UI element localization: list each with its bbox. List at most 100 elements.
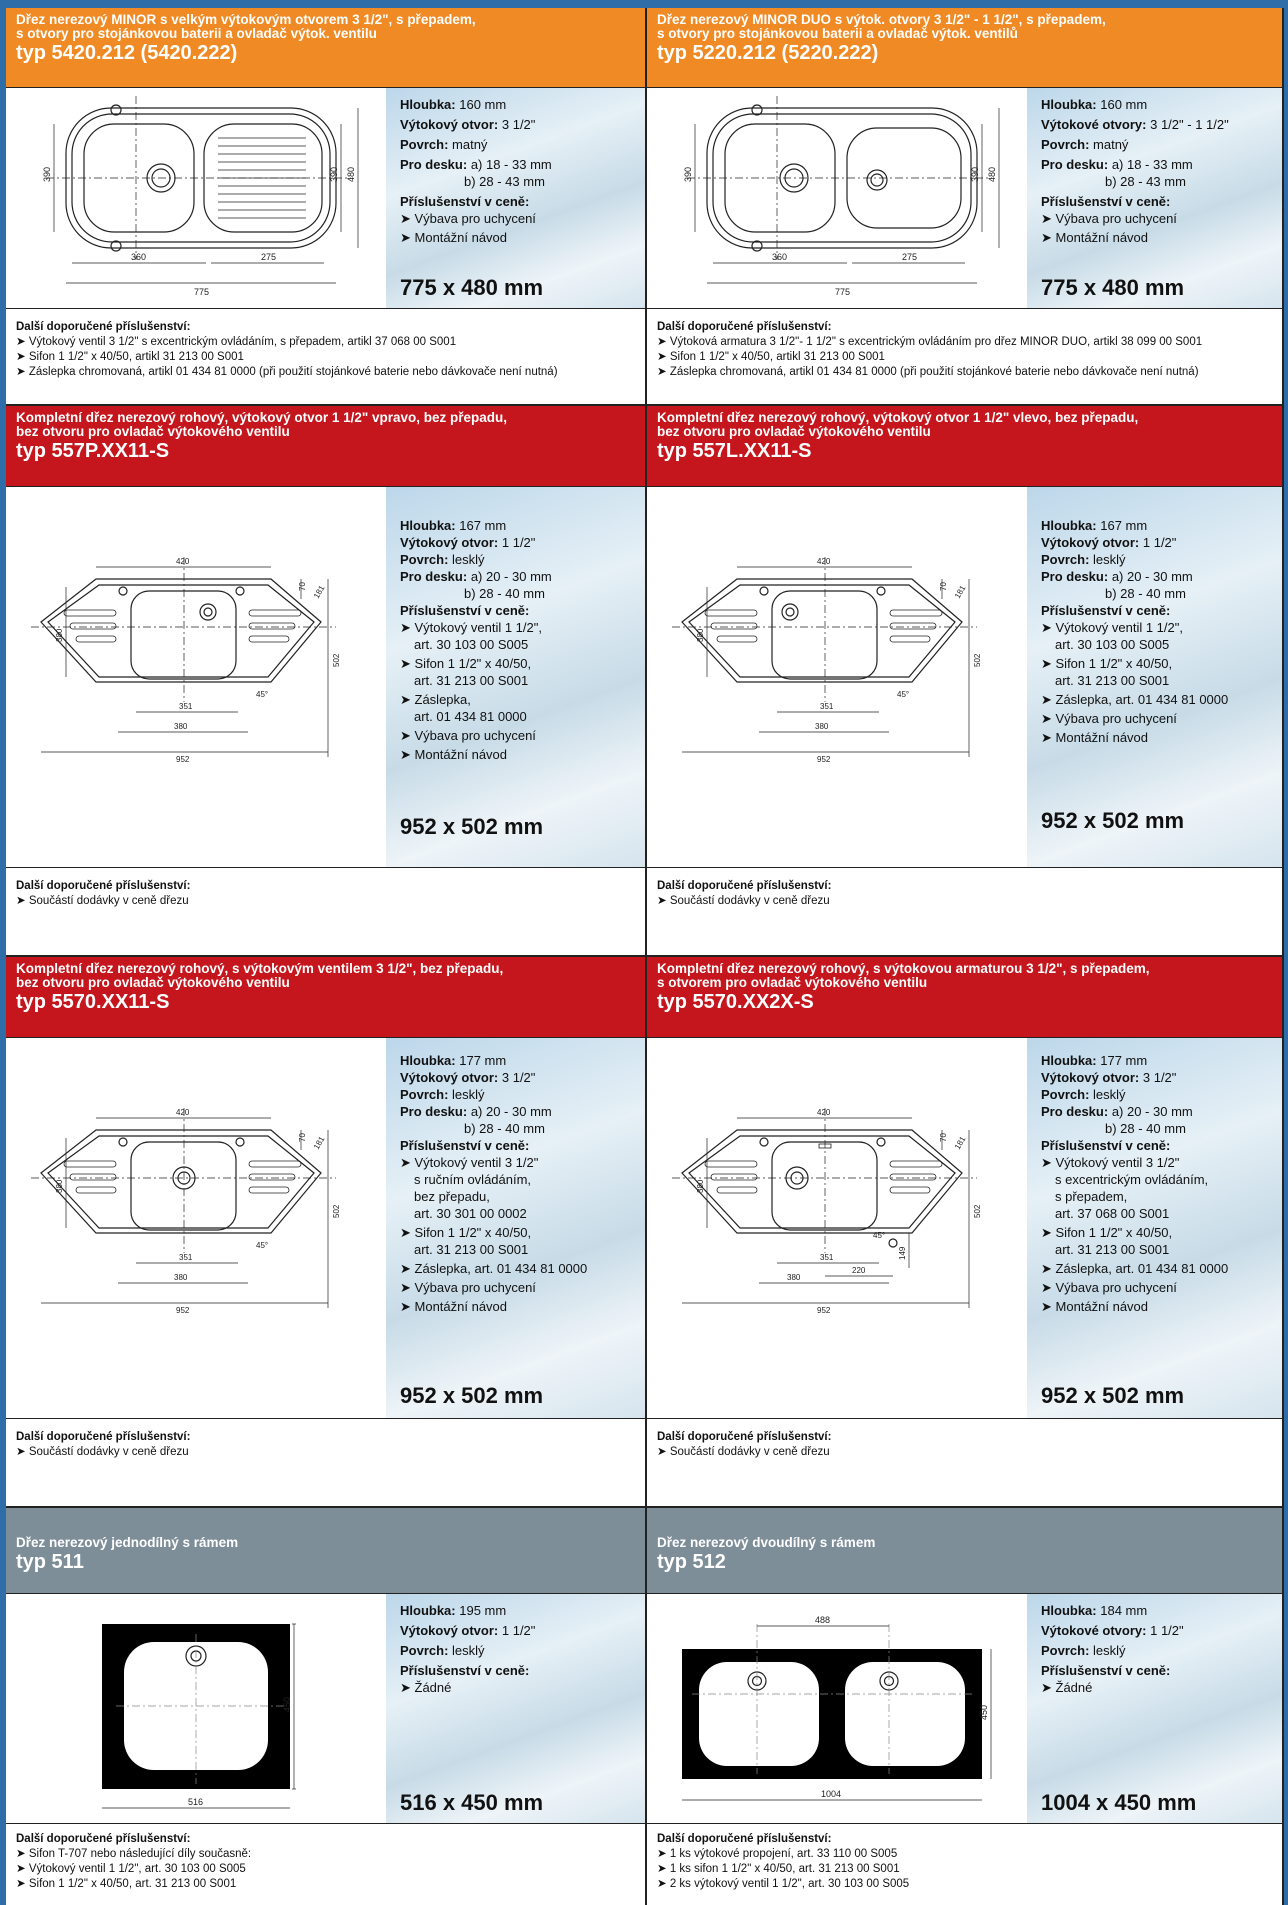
panel-title: Kompletní dřez nerezový rohový, s výtoko… — [16, 961, 504, 990]
accessory-item: Výbava pro uchycení — [1041, 1279, 1272, 1296]
depth-label: Hloubka: — [1041, 1053, 1097, 1068]
technical-drawing: 390 390 480 360 275 775 — [6, 87, 388, 309]
recommended-item: Sifon 1 1/2" x 40/50, artikl 31 213 00 S… — [657, 350, 1272, 365]
desk-value-a: a) 20 - 30 mm — [470, 1104, 552, 1119]
desk-label: Pro desku: — [1041, 1104, 1109, 1119]
panel-title: Kompletní dřez nerezový rohový, s výtoko… — [657, 961, 1150, 990]
desk-value-a: a) 20 - 30 mm — [1111, 1104, 1193, 1119]
recommended-accessories: Další doporučené příslušenství: Sifon T-… — [16, 1832, 635, 1892]
accessory-item: Výbava pro uchycení — [400, 727, 635, 744]
desk-label: Pro desku: — [400, 1104, 468, 1119]
desk-value-b: b) 28 - 40 mm — [1105, 1121, 1186, 1136]
surface-label: Povrch: — [400, 1087, 449, 1102]
desk-value-a: a) 18 - 33 mm — [470, 157, 552, 172]
panel-title: Dřez nerezový MINOR s velkým výtokovým o… — [16, 12, 476, 41]
accessory-item: Záslepka, art. 01 434 81 0000 — [1041, 691, 1272, 708]
sink-size: 1004 x 450 mm — [1041, 1790, 1197, 1815]
spec-box: Hloubka: 184 mm Výtokové otvory: 1 1/2" … — [1027, 1593, 1282, 1824]
panel-557l: Kompletní dřez nerezový rohový, výtokový… — [647, 406, 1284, 957]
desk-value-b: b) 28 - 43 mm — [1105, 174, 1186, 189]
surface-label: Povrch: — [400, 552, 449, 567]
dim-label: 351 — [820, 1253, 834, 1262]
recommended-item: 2 ks výtokový ventil 1 1/2", art. 30 103… — [657, 1877, 1272, 1892]
desk-value-b: b) 28 - 40 mm — [464, 586, 545, 601]
accessory-item: Montážní návod — [1041, 229, 1272, 246]
dim-label: 1004 — [821, 1789, 841, 1799]
dim-label: 775 — [194, 287, 209, 297]
dim-label: 181 — [312, 1134, 327, 1151]
accessories-label: Příslušenství v ceně: — [400, 194, 530, 209]
desk-value-a: a) 20 - 30 mm — [1111, 569, 1193, 584]
depth-label: Hloubka: — [400, 97, 456, 112]
dim-label: 45° — [897, 690, 909, 699]
dim-label: 390 — [683, 167, 693, 182]
recommended-accessories: Další doporučené příslušenství: Součástí… — [16, 879, 635, 909]
accessories-label: Příslušenství v ceně: — [1041, 194, 1171, 209]
recommended-title: Další doporučené příslušenství: — [657, 1431, 832, 1443]
recommended-item: Záslepka chromovaná, artikl 01 434 81 00… — [16, 365, 635, 380]
accessory-item: Výtokový ventil 1 1/2", art. 30 103 00 S… — [400, 619, 635, 653]
accessory-item: Sifon 1 1/2" x 40/50, art. 31 213 00 S00… — [1041, 1224, 1272, 1258]
depth-label: Hloubka: — [1041, 1603, 1097, 1618]
panel-5570-xx2x: Kompletní dřez nerezový rohový, s výtoko… — [647, 957, 1284, 1508]
outlet-label: Výtokový otvor: — [400, 1070, 499, 1085]
panel-type: typ 512 — [657, 1551, 726, 1573]
dim-label: 952 — [176, 755, 190, 764]
sink-drawing-minor: 390 390 480 360 275 775 — [42, 96, 359, 297]
surface-label: Povrch: — [1041, 137, 1090, 152]
technical-drawing: 420 70 181 502 380 351 380 952 45° — [647, 486, 1029, 868]
desk-value-b: b) 28 - 40 mm — [1105, 586, 1186, 601]
corner-sink-drawing: 420 70 181 502 380 351 380 952 45° — [672, 557, 982, 764]
dim-label: 45° — [256, 690, 268, 699]
dim-label: 360 — [131, 252, 146, 262]
dim-label: 45° — [256, 1241, 268, 1250]
accessory-item: Výtokový ventil 3 1/2" s ručním ovládání… — [400, 1154, 635, 1222]
spec-box: Hloubka: 167 mm Výtokový otvor: 1 1/2" P… — [386, 486, 645, 868]
accessory-item: Záslepka, art. 01 434 81 0000 — [1041, 1260, 1272, 1277]
outlet-value: 1 1/2" — [1142, 535, 1177, 550]
recommended-accessories: Další doporučené příslušenství: Výtokový… — [16, 320, 635, 380]
surface-value: lesklý — [1093, 1643, 1126, 1658]
panel-header: Dřez nerezový jednodílný s rámem typ 511 — [6, 1508, 645, 1593]
recommended-accessories: Další doporučené příslušenství: Součástí… — [657, 879, 1272, 909]
framed-double-sink-drawing: 488 450 1004 — [682, 1615, 992, 1801]
dim-label: 380 — [815, 722, 829, 731]
accessory-item: Záslepka, art. 01 434 81 0000 — [400, 691, 635, 725]
accessory-item: Výbava pro uchycení — [1041, 710, 1272, 727]
panel-header: Kompletní dřez nerezový rohový, s výtoko… — [647, 957, 1282, 1037]
outlet-label: Výtokové otvory: — [1041, 117, 1147, 132]
accessory-item: Montážní návod — [400, 1298, 635, 1315]
depth-label: Hloubka: — [400, 1603, 456, 1618]
accessory-item: Výbava pro uchycení — [1041, 210, 1272, 227]
accessory-item: Výbava pro uchycení — [400, 1279, 635, 1296]
desk-value-a: a) 20 - 30 mm — [470, 569, 552, 584]
panel-header: Kompletní dřez nerezový rohový, výtokový… — [647, 406, 1282, 486]
depth-value: 167 mm — [459, 518, 507, 533]
outlet-value: 3 1/2" — [501, 117, 536, 132]
dim-label: 952 — [817, 755, 831, 764]
depth-value: 160 mm — [459, 97, 507, 112]
depth-value: 177 mm — [1100, 1053, 1148, 1068]
accessory-item: Výtokový ventil 1 1/2", art. 30 103 00 S… — [1041, 619, 1272, 653]
panel-title: Dřez nerezový dvoudílný s rámem — [657, 1535, 876, 1550]
accessories-label: Příslušenství v ceně: — [1041, 1663, 1171, 1678]
accessory-item: Výbava pro uchycení — [400, 210, 635, 227]
dim-label: 275 — [902, 252, 917, 262]
dim-label: 502 — [973, 653, 982, 667]
spec-box: Hloubka: 177 mm Výtokový otvor: 3 1/2" P… — [386, 1037, 645, 1419]
accessories-label: Příslušenství v ceně: — [1041, 1138, 1171, 1153]
panel-512: Dřez nerezový dvoudílný s rámem typ 512 — [647, 1508, 1284, 1905]
desk-value-b: b) 28 - 40 mm — [464, 1121, 545, 1136]
technical-drawing: 450 516 — [6, 1593, 388, 1824]
desk-label: Pro desku: — [400, 569, 468, 584]
recommended-item: Součástí dodávky v ceně dřezu — [657, 894, 1272, 909]
accessory-item: Montážní návod — [400, 746, 635, 763]
panel-header: Kompletní dřez nerezový rohový, výtokový… — [6, 406, 645, 486]
accessories-list: Výbava pro uchycení Montážní návod — [1041, 210, 1272, 246]
recommended-item: Součástí dodávky v ceně dřezu — [16, 894, 635, 909]
dim-label: 220 — [852, 1266, 866, 1275]
depth-label: Hloubka: — [1041, 518, 1097, 533]
recommended-title: Další doporučené příslušenství: — [657, 321, 832, 333]
accessories-list: Výtokový ventil 1 1/2", art. 30 103 00 S… — [1041, 619, 1272, 746]
dim-label: 380 — [55, 628, 64, 642]
